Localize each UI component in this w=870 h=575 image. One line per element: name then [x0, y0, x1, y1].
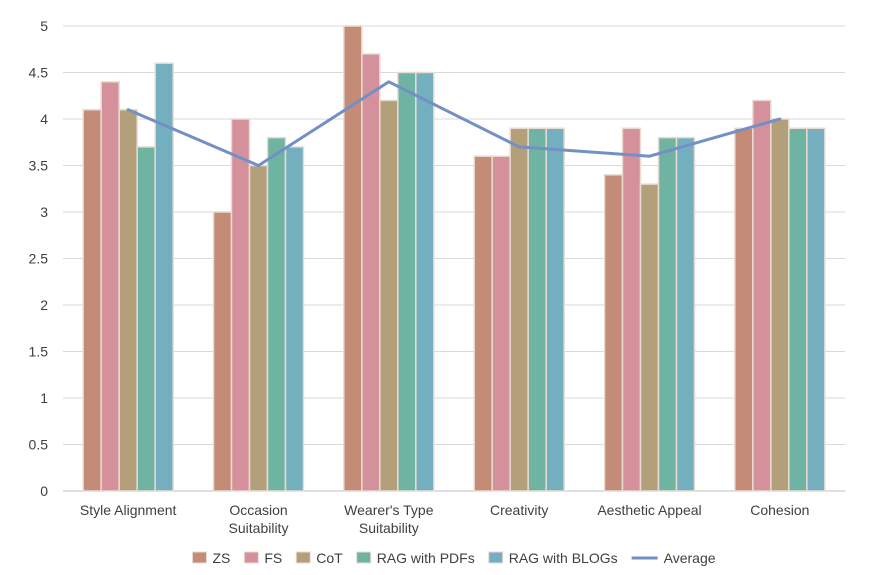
legend-label: RAG with BLOGs	[509, 550, 618, 566]
legend-swatch	[243, 551, 259, 564]
bar-cot	[248, 164, 269, 492]
gridlines	[63, 25, 845, 492]
bar-fs	[100, 81, 120, 492]
y-tick-label: 2.5	[29, 251, 49, 267]
x-category-label: Suitability	[229, 520, 289, 536]
bar-cot	[639, 183, 660, 492]
x-category-label: Style Alignment	[80, 502, 177, 518]
bar-rag-with-blogs	[415, 71, 435, 492]
y-tick-label: 1.5	[29, 344, 49, 360]
bar-zs	[734, 127, 754, 492]
y-tick-label: 0.5	[29, 437, 49, 453]
y-tick-label: 4.5	[29, 65, 49, 81]
legend: ZS FS CoT RAG with PDFs RAG with BLOGs Averag…	[191, 550, 716, 566]
legend-label: ZS	[212, 550, 230, 566]
bar-rag-with-pdfs	[136, 146, 156, 492]
bar-zs	[82, 108, 102, 492]
y-tick-label: 5	[40, 18, 48, 34]
average-line-group	[126, 80, 782, 167]
x-category-label: Suitability	[359, 520, 419, 536]
bar-rag-with-pdfs	[788, 127, 808, 492]
bar-rag-with-blogs	[675, 136, 696, 492]
average-line	[126, 80, 782, 167]
y-tick-label: 4	[40, 111, 48, 127]
bar-cot	[118, 108, 138, 492]
legend-swatch	[488, 551, 504, 564]
x-axis-labels: Style Alignment Occasion Suitability Wearer…	[80, 502, 809, 536]
y-tick-label: 0	[40, 483, 48, 499]
bar-rag-with-blogs	[545, 127, 565, 492]
bar-rag-with-blogs	[806, 127, 826, 492]
y-tick-label: 3.5	[29, 158, 49, 174]
bar-cot	[509, 127, 529, 492]
bars	[82, 25, 826, 492]
bar-fs	[361, 53, 381, 492]
legend-swatch	[191, 551, 207, 564]
legend-label: RAG with PDFs	[377, 550, 475, 566]
y-tick-label: 3	[40, 204, 48, 220]
bar-cot	[770, 118, 790, 492]
bar-fs	[621, 127, 642, 492]
legend-label: Average	[664, 550, 716, 566]
x-category-label: Wearer's Type	[344, 502, 434, 518]
bar-rag-with-blogs	[284, 146, 305, 492]
bar-zs	[343, 25, 363, 492]
bar-rag-with-pdfs	[397, 71, 417, 492]
bar-rag-with-blogs	[154, 62, 174, 492]
bar-rag-with-pdfs	[527, 127, 547, 492]
x-category-label: Aesthetic Appeal	[597, 502, 701, 518]
legend-label: CoT	[316, 550, 343, 566]
y-tick-label: 1	[40, 390, 48, 406]
bar-fs	[230, 118, 251, 492]
legend-swatch	[356, 551, 372, 564]
x-category-label: Occasion	[229, 502, 287, 518]
y-axis-ticks: 0 0.5 1 1.5 2 2.5 3 3.5 4 4.5 5	[29, 18, 49, 499]
bar-zs	[212, 211, 233, 492]
legend-label: FS	[264, 550, 282, 566]
bar-rag-with-pdfs	[266, 136, 287, 492]
x-category-label: Cohesion	[750, 502, 809, 518]
bar-zs	[473, 155, 493, 492]
bar-zs	[603, 174, 624, 492]
bar-rag-with-pdfs	[657, 136, 678, 492]
legend-swatch	[295, 551, 311, 564]
y-tick-label: 2	[40, 297, 48, 313]
bar-fs	[752, 99, 772, 492]
bar-fs	[491, 155, 511, 492]
x-category-label: Creativity	[490, 502, 548, 518]
bar-cot	[379, 99, 399, 492]
